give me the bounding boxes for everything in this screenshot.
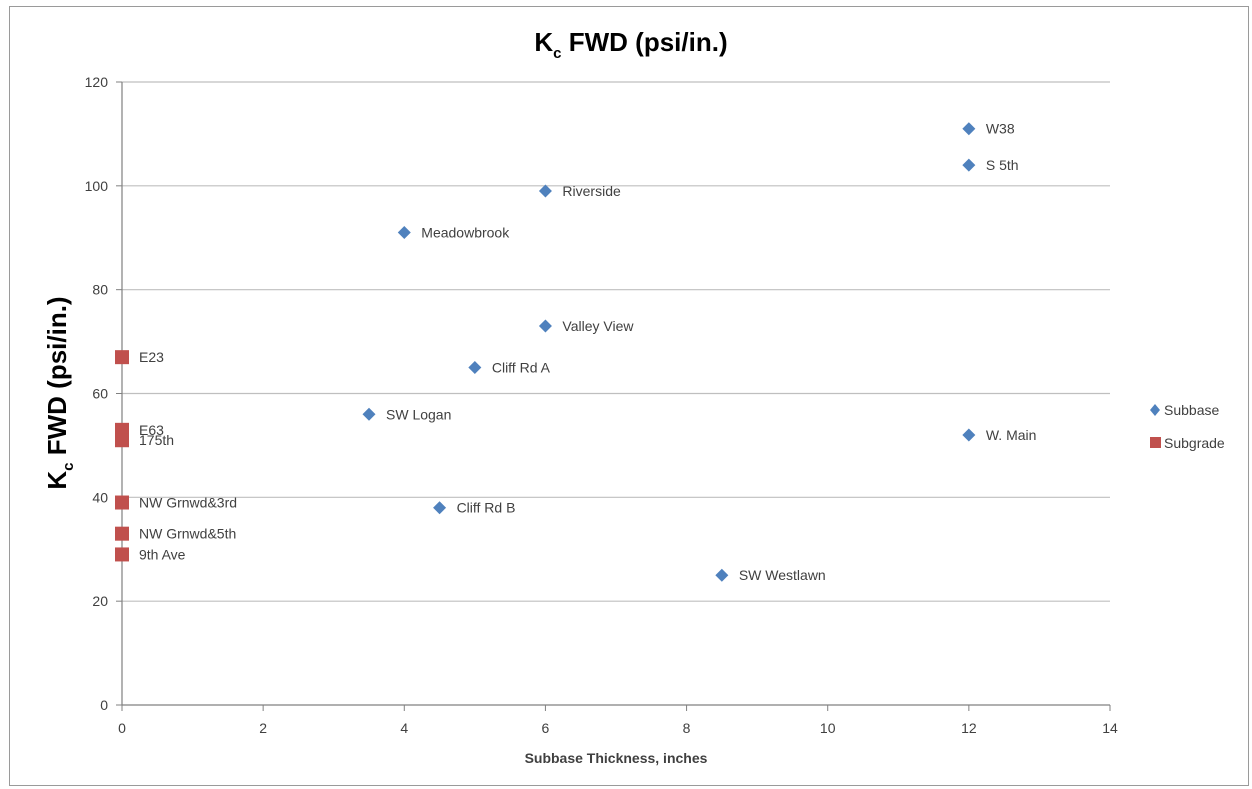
x-tick-label: 12 [961,720,977,736]
y-axis-title-rest: FWD (psi/in.) [42,296,72,462]
x-tick-label: 14 [1102,720,1118,736]
legend-item-subbase: Subbase [1150,402,1219,418]
y-tick-label: 80 [92,282,108,298]
legend: Subbase Subgrade [1150,402,1225,451]
data-point-subgrade [115,526,129,541]
data-point-subbase [538,319,552,333]
gridlines [122,81,1110,602]
data-label: Riverside [562,183,621,199]
data-label: E23 [139,349,164,365]
y-tick-label: 40 [92,489,108,505]
data-point-subbase [433,501,447,515]
x-tick-label: 8 [683,720,691,736]
data-label: 9th Ave [139,546,186,562]
data-labels: W38 S 5th Riverside Meadowbrook Valley View C… [139,121,1036,583]
y-tick-label: 100 [85,178,109,194]
data-point-subbase [362,407,376,421]
data-point-subbase [397,226,411,240]
chart-title: Kc FWD (psi/in.) [534,27,727,62]
data-label: W38 [986,121,1015,137]
data-label: S 5th [986,157,1019,173]
data-label: Valley View [562,318,634,334]
data-point-subgrade [115,547,129,562]
data-label: E63 [139,422,164,438]
data-label: Cliff Rd B [457,500,516,516]
data-label: NW Grnwd&5th [139,526,236,542]
data-label: NW Grnwd&3rd [139,495,237,511]
data-point-subgrade [115,350,129,365]
data-label: SW Logan [386,406,451,422]
x-axis-title: Subbase Thickness, inches [525,750,708,766]
data-point-subbase [962,428,976,442]
data-label: Meadowbrook [421,225,510,241]
y-axis-title-subscript: c [60,462,77,470]
x-tick-label: 6 [542,720,550,736]
data-label: W. Main [986,427,1037,443]
data-points [115,122,976,582]
chart-title-main: K [534,27,553,57]
x-tick-label: 2 [259,720,267,736]
chart-title-subscript: c [553,45,561,62]
legend-item-subgrade: Subgrade [1150,435,1225,451]
y-axis-title: Kc FWD (psi/in.) [42,296,77,489]
data-point-subbase [468,361,482,375]
data-point-subbase [962,122,976,136]
y-tick-label: 0 [100,697,108,713]
y-tick-label: 60 [92,386,108,402]
legend-label-subbase: Subbase [1164,402,1219,418]
data-point-subbase [715,568,729,582]
legend-diamond-marker [1150,404,1160,416]
x-tick-label: 10 [820,720,836,736]
legend-label-subgrade: Subgrade [1164,435,1225,451]
data-point-subbase [962,158,976,172]
data-label: 175th [139,432,174,448]
data-point-subbase [538,184,552,198]
x-tick-label: 4 [400,720,408,736]
y-tick-label: 20 [92,593,108,609]
y-axis-title-main: K [42,471,72,490]
y-tick-label: 120 [85,74,109,90]
data-label: Cliff Rd A [492,360,551,376]
chart-title-rest: FWD (psi/in.) [562,27,728,57]
chart-frame [9,6,1249,786]
axes: 0 20 40 60 80 100 120 0 2 4 6 8 10 12 14 [85,74,1118,736]
data-label: SW Westlawn [739,567,826,583]
data-point-subgrade [115,433,129,448]
legend-square-marker [1150,437,1161,448]
x-tick-label: 0 [118,720,126,736]
data-point-subgrade [115,495,129,510]
